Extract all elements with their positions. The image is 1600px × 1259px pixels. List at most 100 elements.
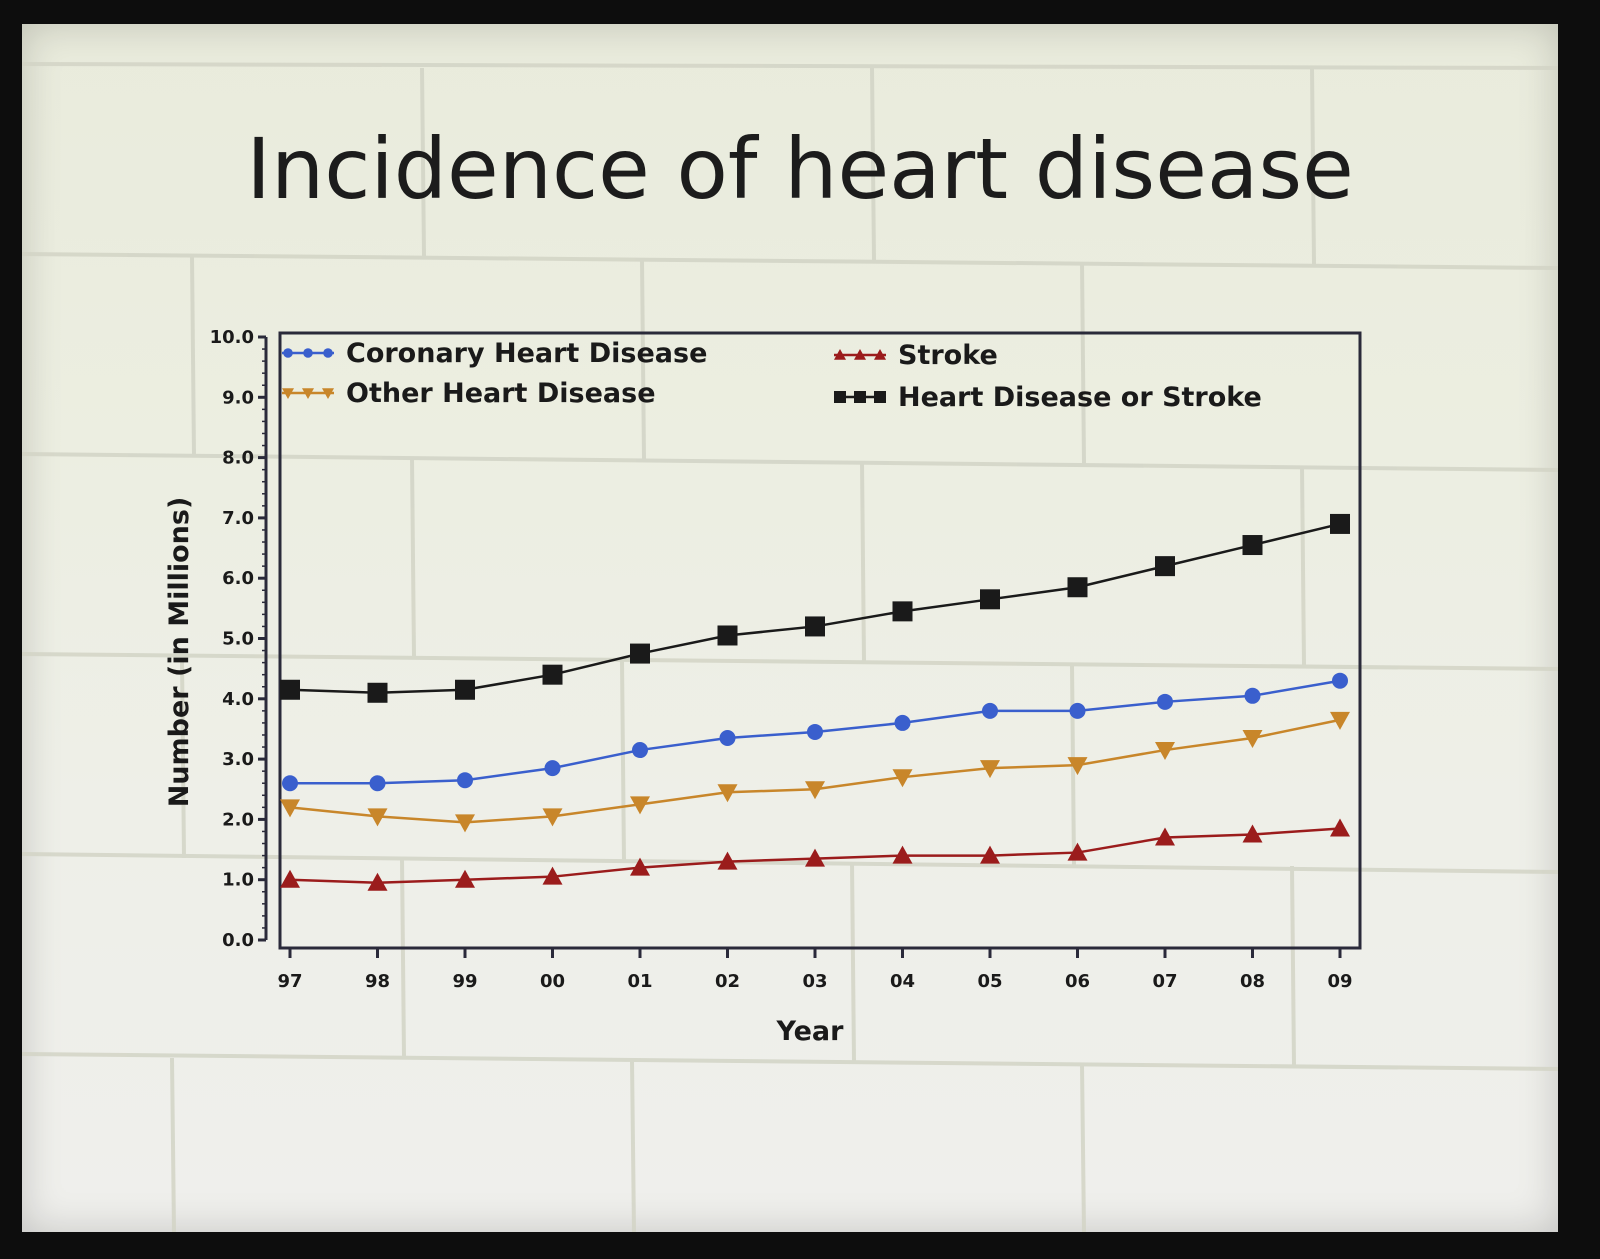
y-tick-label: 0.0 <box>222 930 254 951</box>
data-point <box>455 869 475 888</box>
x-tick-label: 09 <box>1327 971 1352 992</box>
x-tick-label: 00 <box>540 971 565 992</box>
x-tick-label: 03 <box>802 971 827 992</box>
y-tick-label: 10.0 <box>210 327 254 348</box>
y-tick-label: 3.0 <box>222 749 254 770</box>
series-line <box>289 522 1341 695</box>
data-point <box>805 848 825 867</box>
slide-title: Incidence of heart disease <box>246 120 1354 218</box>
x-tick-label: 99 <box>452 971 477 992</box>
data-point <box>630 796 650 815</box>
y-tick-label: 4.0 <box>222 689 254 710</box>
legend-label: Other Heart Disease <box>346 378 656 409</box>
data-point <box>542 664 563 685</box>
brick-wall-background <box>22 62 1558 1232</box>
data-point <box>542 866 563 885</box>
data-point <box>367 682 388 703</box>
legend-item: Stroke <box>834 340 998 371</box>
data-point <box>894 714 911 731</box>
data-point <box>455 679 475 700</box>
y-tick-label: 6.0 <box>222 568 254 589</box>
x-axis-title: Year <box>776 1016 845 1047</box>
data-point <box>632 742 648 759</box>
data-point <box>630 643 650 664</box>
data-point <box>369 775 386 792</box>
data-point <box>807 723 823 740</box>
data-point <box>980 589 1000 610</box>
legend-label: Heart Disease or Stroke <box>898 382 1262 413</box>
data-point <box>1244 687 1261 704</box>
legend-marker <box>834 349 846 360</box>
x-axis: 97 98 99 00 01 02 03 04 05 06 07 08 09 <box>277 948 1353 992</box>
series-other-heart-disease <box>280 711 1350 833</box>
legend-marker <box>854 349 866 360</box>
x-tick-label: 06 <box>1065 971 1090 992</box>
data-point <box>1155 827 1175 846</box>
data-point <box>1067 757 1088 776</box>
legend-marker <box>303 348 313 358</box>
data-point <box>1330 711 1350 730</box>
legend-marker <box>282 388 294 399</box>
legend-item: Heart Disease or Stroke <box>834 382 1262 413</box>
data-point <box>1067 842 1088 861</box>
data-point <box>1330 818 1350 837</box>
legend-marker <box>283 348 293 358</box>
legend-label: Stroke <box>898 340 998 371</box>
data-point <box>805 781 825 800</box>
y-tick-label: 2.0 <box>222 809 254 830</box>
data-point <box>280 869 300 888</box>
data-point <box>1242 824 1263 843</box>
data-point <box>542 808 563 827</box>
data-point <box>1157 693 1173 710</box>
legend-item: Coronary Heart Disease <box>282 338 707 369</box>
data-point <box>282 775 298 792</box>
y-axis-title: Number (in Millions) <box>164 497 195 808</box>
data-point <box>1155 556 1175 577</box>
plot-area-frame <box>278 331 1362 950</box>
data-point <box>980 845 1000 864</box>
y-tick-label: 8.0 <box>222 448 254 469</box>
data-point <box>892 769 913 788</box>
data-point <box>457 772 473 789</box>
data-point <box>982 702 998 719</box>
y-axis: 0.0 1.0 2.0 3.0 4.0 5.0 6.0 7.0 8.0 9.0 10.0 <box>210 327 268 951</box>
data-point <box>892 845 913 864</box>
series-stroke <box>280 818 1350 891</box>
data-point <box>1242 729 1263 748</box>
data-point <box>805 616 825 637</box>
data-point <box>455 814 475 833</box>
legend-marker <box>874 391 886 403</box>
legend-marker <box>854 391 866 403</box>
data-point <box>367 808 388 827</box>
legend-marker <box>874 349 886 360</box>
legend-label: Coronary Heart Disease <box>346 338 707 369</box>
data-point <box>717 784 738 803</box>
data-point <box>1330 513 1350 534</box>
legend-marker <box>322 388 334 399</box>
data-point <box>1242 535 1263 556</box>
data-point <box>630 857 650 876</box>
series-coronary-heart-disease <box>282 672 1348 792</box>
x-tick-label: 08 <box>1240 971 1265 992</box>
data-point <box>1067 577 1088 598</box>
data-point <box>280 799 300 818</box>
projection-screen <box>22 24 1558 1232</box>
x-tick-label: 04 <box>890 971 915 992</box>
series-heart-disease-or-stroke <box>280 513 1350 703</box>
data-point <box>280 679 300 700</box>
data-point <box>1069 702 1086 719</box>
data-point <box>1155 742 1175 761</box>
data-point <box>717 625 738 646</box>
data-point <box>892 601 913 622</box>
data-point <box>719 729 736 746</box>
y-tick-label: 1.0 <box>222 870 254 891</box>
x-tick-label: 02 <box>715 971 740 992</box>
data-point <box>544 760 561 777</box>
legend-marker <box>302 388 314 399</box>
x-tick-label: 05 <box>977 971 1002 992</box>
x-tick-label: 97 <box>277 971 302 992</box>
x-tick-label: 07 <box>1152 971 1177 992</box>
legend-marker <box>834 391 846 403</box>
legend-item: Other Heart Disease <box>282 378 656 409</box>
